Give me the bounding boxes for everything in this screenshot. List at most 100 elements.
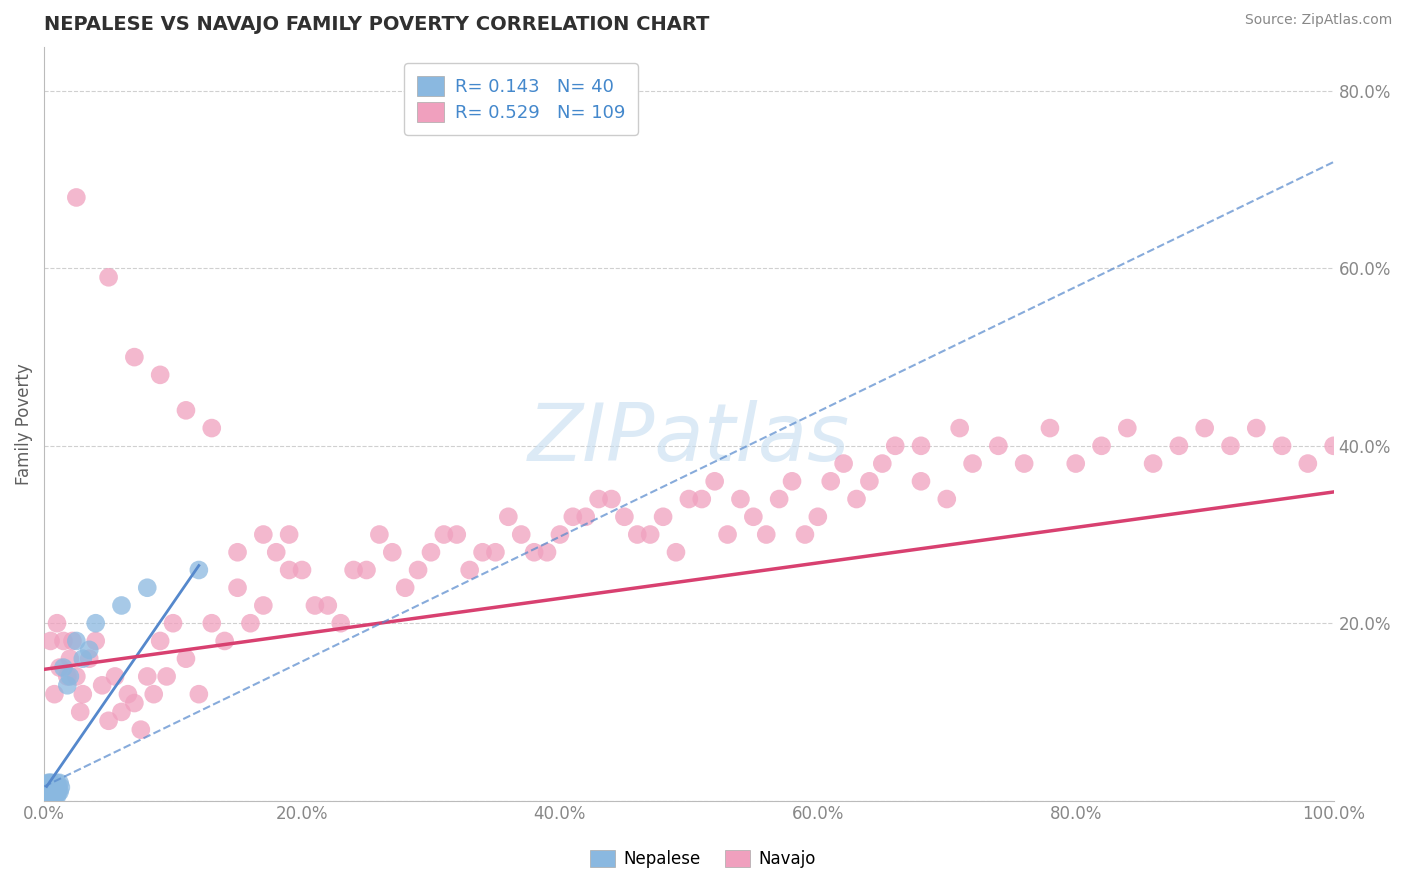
Point	[368, 527, 391, 541]
Point	[935, 491, 957, 506]
Point	[406, 563, 429, 577]
Point	[41, 785, 63, 799]
Point	[588, 491, 610, 506]
Point	[845, 491, 868, 506]
Point	[69, 705, 91, 719]
Point	[72, 687, 94, 701]
Text: Source: ZipAtlas.com: Source: ZipAtlas.com	[1244, 13, 1392, 28]
Point	[910, 475, 932, 489]
Point	[433, 527, 456, 541]
Point	[104, 669, 127, 683]
Point	[214, 634, 236, 648]
Point	[156, 669, 179, 683]
Point	[316, 599, 339, 613]
Point	[84, 634, 107, 648]
Point	[187, 563, 209, 577]
Point	[1012, 457, 1035, 471]
Point	[278, 527, 301, 541]
Point	[884, 439, 907, 453]
Point	[174, 651, 197, 665]
Point	[1090, 439, 1112, 453]
Point	[1167, 439, 1189, 453]
Point	[124, 696, 146, 710]
Text: NEPALESE VS NAVAJO FAMILY POVERTY CORRELATION CHART: NEPALESE VS NAVAJO FAMILY POVERTY CORREL…	[44, 15, 710, 34]
Y-axis label: Family Poverty: Family Poverty	[15, 363, 32, 484]
Point	[703, 475, 725, 489]
Point	[446, 527, 468, 541]
Point	[278, 563, 301, 577]
Point	[149, 634, 172, 648]
Point	[807, 509, 830, 524]
Point	[38, 780, 60, 795]
Point	[41, 789, 63, 804]
Point	[291, 563, 314, 577]
Point	[561, 509, 583, 524]
Point	[65, 190, 87, 204]
Point	[97, 270, 120, 285]
Point	[201, 616, 224, 631]
Point	[41, 776, 63, 790]
Point	[48, 776, 70, 790]
Point	[38, 776, 60, 790]
Point	[716, 527, 738, 541]
Point	[471, 545, 494, 559]
Point	[46, 785, 69, 799]
Point	[77, 643, 100, 657]
Point	[39, 789, 62, 804]
Point	[575, 509, 598, 524]
Point	[48, 660, 70, 674]
Point	[342, 563, 364, 577]
Point	[626, 527, 648, 541]
Point	[536, 545, 558, 559]
Point	[38, 785, 60, 799]
Point	[548, 527, 571, 541]
Point	[987, 439, 1010, 453]
Point	[678, 491, 700, 506]
Point	[239, 616, 262, 631]
Point	[45, 789, 67, 804]
Point	[65, 669, 87, 683]
Point	[356, 563, 378, 577]
Point	[962, 457, 984, 471]
Point	[638, 527, 661, 541]
Point	[62, 634, 84, 648]
Point	[174, 403, 197, 417]
Point	[52, 660, 75, 674]
Point	[1116, 421, 1139, 435]
Point	[742, 509, 765, 524]
Point	[136, 669, 159, 683]
Point	[498, 509, 520, 524]
Point	[46, 616, 69, 631]
Point	[162, 616, 184, 631]
Point	[39, 634, 62, 648]
Legend: Nepalese, Navajo: Nepalese, Navajo	[583, 843, 823, 875]
Point	[42, 785, 65, 799]
Point	[872, 457, 894, 471]
Point	[832, 457, 855, 471]
Point	[39, 785, 62, 799]
Point	[910, 439, 932, 453]
Point	[187, 687, 209, 701]
Point	[1219, 439, 1241, 453]
Point	[304, 599, 326, 613]
Point	[39, 780, 62, 795]
Point	[1246, 421, 1268, 435]
Point	[226, 581, 249, 595]
Point	[44, 789, 66, 804]
Point	[52, 634, 75, 648]
Point	[56, 678, 79, 692]
Point	[110, 599, 132, 613]
Point	[46, 789, 69, 804]
Point	[252, 599, 274, 613]
Point	[858, 475, 880, 489]
Point	[329, 616, 352, 631]
Point	[77, 651, 100, 665]
Point	[690, 491, 713, 506]
Point	[613, 509, 636, 524]
Point	[45, 785, 67, 799]
Point	[665, 545, 688, 559]
Point	[42, 789, 65, 804]
Point	[46, 776, 69, 790]
Point	[600, 491, 623, 506]
Point	[394, 581, 416, 595]
